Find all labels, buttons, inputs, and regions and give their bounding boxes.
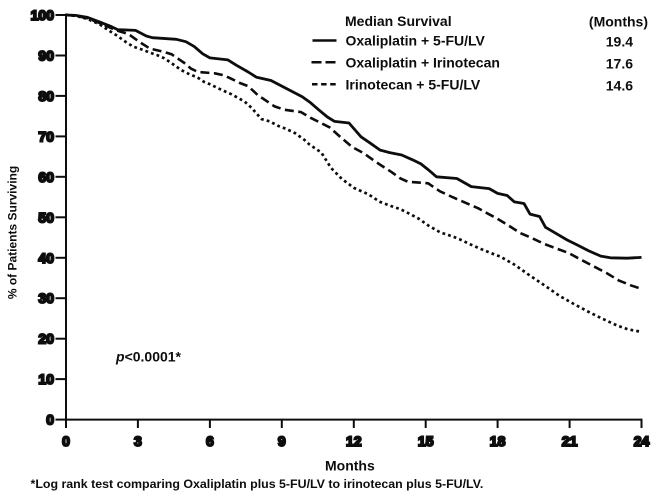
svg-text:Irinotecan + 5-FU/LV: Irinotecan + 5-FU/LV xyxy=(346,77,481,93)
svg-text:50: 50 xyxy=(38,209,54,225)
svg-text:(Months): (Months) xyxy=(589,14,648,30)
svg-text:24: 24 xyxy=(634,433,650,449)
svg-text:Oxaliplatin + Irinotecan: Oxaliplatin + Irinotecan xyxy=(346,55,500,71)
svg-text:18: 18 xyxy=(490,433,506,449)
svg-text:100: 100 xyxy=(31,7,55,23)
svg-text:21: 21 xyxy=(562,433,578,449)
svg-text:% of Patients Surviving: % of Patients Surviving xyxy=(6,166,20,299)
svg-text:80: 80 xyxy=(38,88,54,104)
svg-text:19.4: 19.4 xyxy=(606,34,633,50)
svg-text:12: 12 xyxy=(346,433,362,449)
svg-text:17.6: 17.6 xyxy=(606,56,633,72)
svg-text:p<0.0001*: p<0.0001* xyxy=(115,349,182,365)
svg-text:14.6: 14.6 xyxy=(606,78,633,94)
svg-text:9: 9 xyxy=(278,433,286,449)
svg-text:70: 70 xyxy=(38,128,54,144)
svg-text:6: 6 xyxy=(206,433,214,449)
svg-text:Months: Months xyxy=(325,458,375,474)
svg-text:3: 3 xyxy=(134,433,142,449)
svg-text:15: 15 xyxy=(418,433,434,449)
svg-text:Oxaliplatin + 5-FU/LV: Oxaliplatin + 5-FU/LV xyxy=(346,33,486,49)
svg-text:40: 40 xyxy=(38,250,54,266)
svg-text:60: 60 xyxy=(38,169,54,185)
svg-text:*Log rank test comparing Oxali: *Log rank test comparing Oxaliplatin plu… xyxy=(31,477,484,491)
svg-text:90: 90 xyxy=(38,48,54,64)
svg-text:10: 10 xyxy=(38,371,54,387)
svg-text:30: 30 xyxy=(38,290,54,306)
svg-text:20: 20 xyxy=(38,331,54,347)
svg-text:Median Survival: Median Survival xyxy=(345,13,452,29)
svg-text:0: 0 xyxy=(62,433,70,449)
svg-text:0: 0 xyxy=(46,412,54,428)
